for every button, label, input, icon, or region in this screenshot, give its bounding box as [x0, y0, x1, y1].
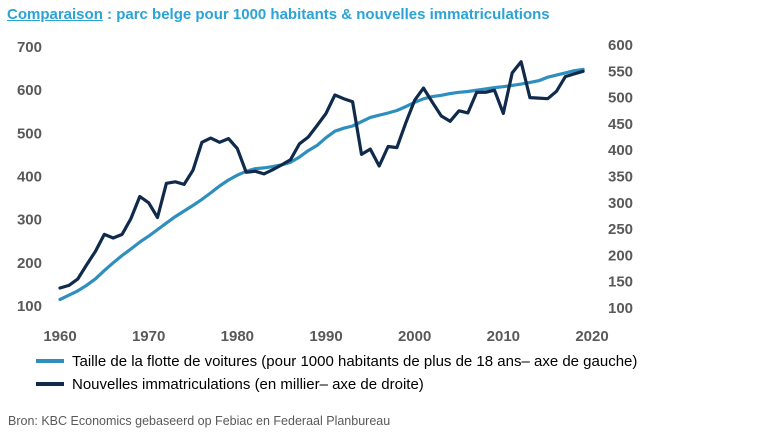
x-axis-tick-label: 2020	[575, 328, 608, 345]
legend-label-new-registrations: Nouvelles immatriculations (en millier– …	[72, 376, 424, 393]
right-axis-tick-label: 550	[608, 63, 633, 80]
right-axis-tick-label: 300	[608, 195, 633, 212]
right-axis-tick-label: 150	[608, 274, 633, 291]
source-note: Bron: KBC Economics gebaseerd op Febiac …	[8, 414, 391, 428]
legend: Taille de la flotte de voitures (pour 10…	[36, 353, 637, 393]
x-axis-tick-label: 1980	[221, 328, 254, 345]
left-axis-tick-label: 100	[17, 298, 42, 315]
right-axis-tick-label: 400	[608, 142, 633, 159]
right-axis-tick-label: 450	[608, 116, 633, 133]
left-axis-tick-label: 600	[17, 82, 42, 99]
right-axis-tick-label: 600	[608, 37, 633, 54]
x-axis-tick-label: 1960	[43, 328, 76, 345]
legend-label-fleet-size: Taille de la flotte de voitures (pour 10…	[72, 353, 637, 370]
left-axis-tick-label: 500	[17, 125, 42, 142]
series-line-fleet-size	[58, 67, 585, 302]
x-axis-tick-label: 1990	[309, 328, 342, 345]
left-axis-tick-label: 200	[17, 255, 42, 272]
left-axis: 100 200 300 400 500 600 700	[17, 39, 42, 315]
x-axis-tick-label: 1970	[132, 328, 165, 345]
chart-title: Comparaison : parc belge pour 1000 habit…	[7, 6, 550, 23]
chart-title-prefix: Comparaison	[7, 6, 103, 23]
x-axis: 1960 1970 1980 1990 2000 2010 2020	[43, 328, 608, 345]
x-axis-tick-label: 2000	[398, 328, 431, 345]
left-axis-tick-label: 700	[17, 39, 42, 56]
right-axis: 100 150 200 250 300 350 400 450 500 550 600	[608, 37, 633, 317]
right-axis-tick-label: 200	[608, 247, 633, 264]
right-axis-tick-label: 500	[608, 90, 633, 107]
right-axis-tick-label: 250	[608, 221, 633, 238]
left-axis-tick-label: 300	[17, 212, 42, 229]
series-line-new-registrations	[58, 60, 585, 290]
left-axis-tick-label: 400	[17, 169, 42, 186]
x-axis-tick-label: 2010	[487, 328, 520, 345]
right-axis-tick-label: 350	[608, 169, 633, 186]
chart-title-rest: : parc belge pour 1000 habitants & nouve…	[102, 6, 550, 23]
right-axis-tick-label: 100	[608, 300, 633, 317]
